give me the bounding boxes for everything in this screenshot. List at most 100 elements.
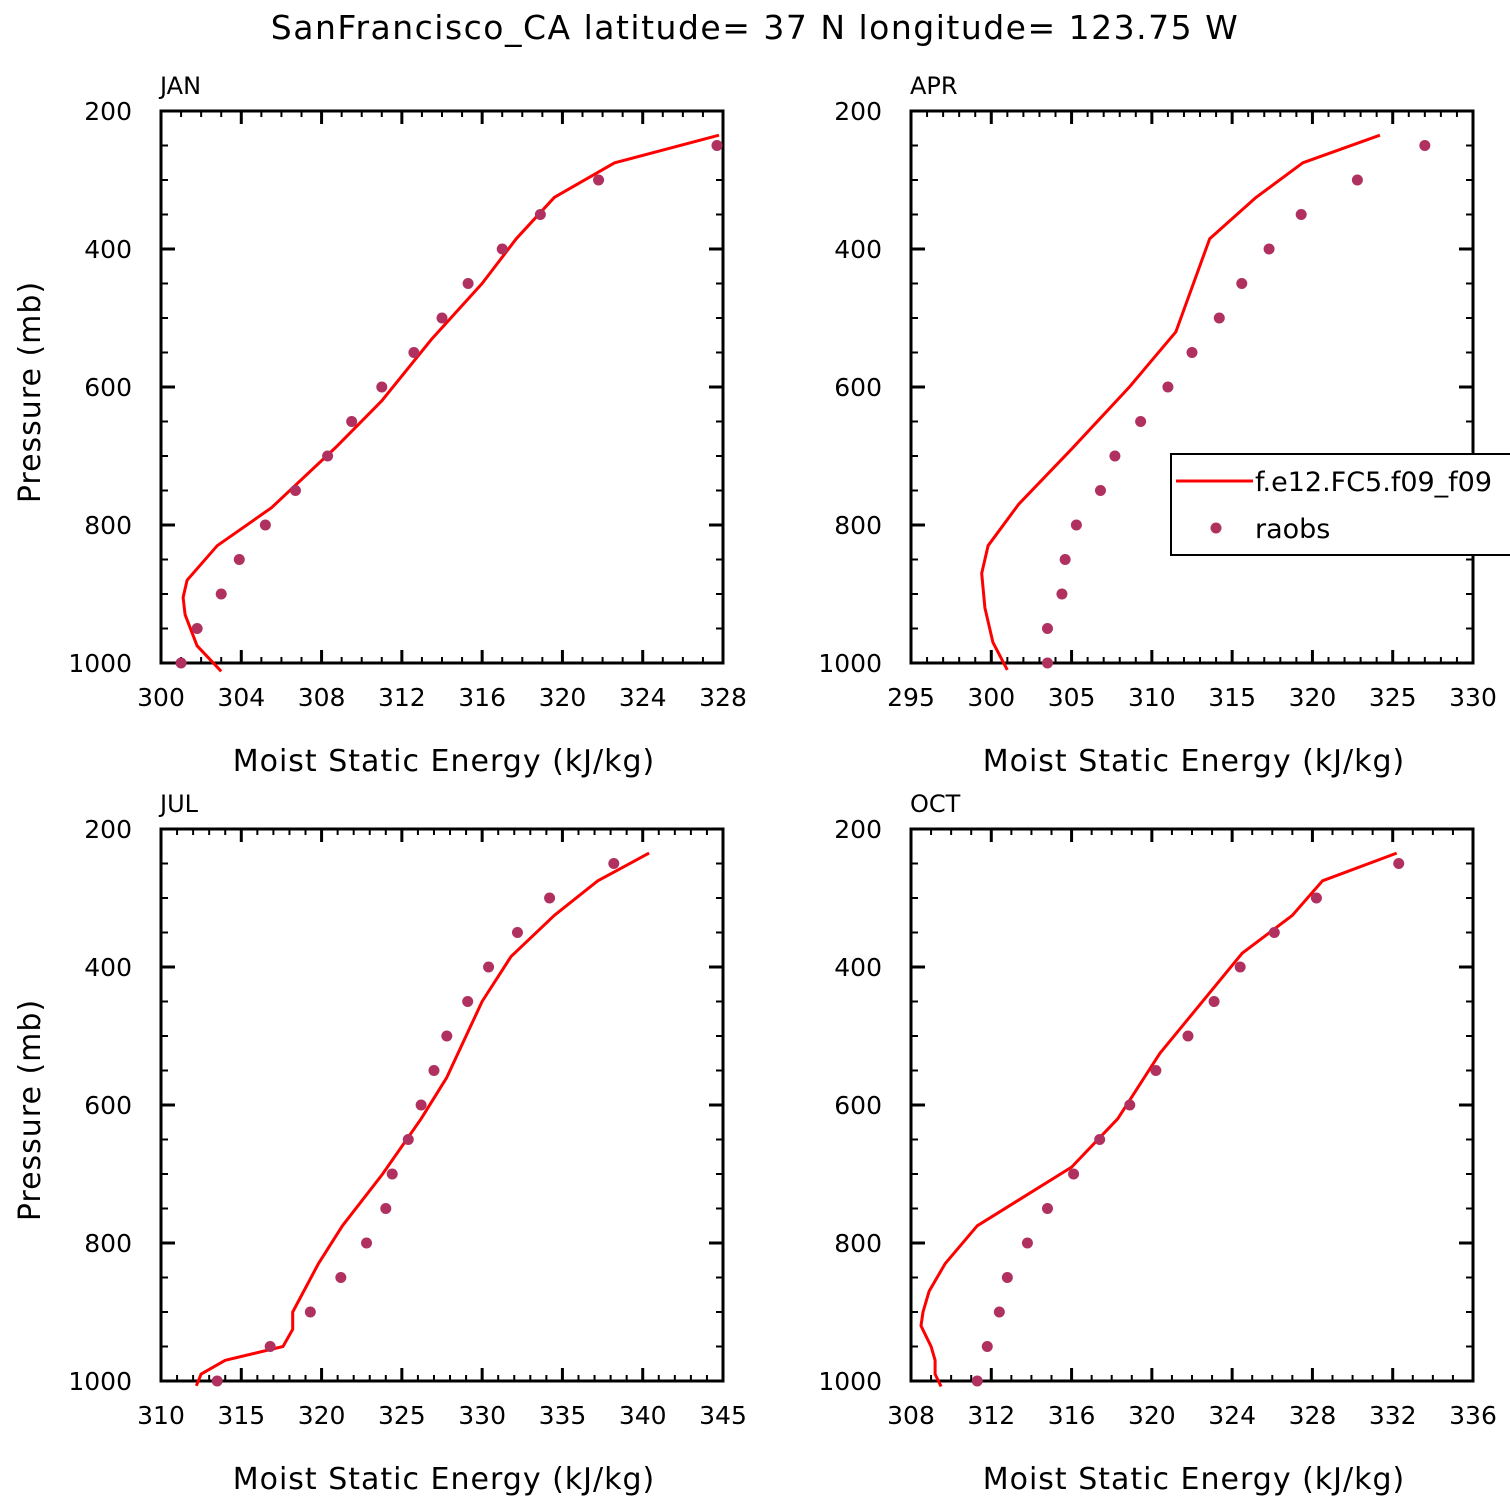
y-tick-label: 200: [834, 97, 882, 126]
x-tick-label: 336: [1449, 1401, 1497, 1430]
raobs-point: [1236, 278, 1248, 289]
raobs-point: [511, 927, 523, 938]
panel-label: APR: [910, 72, 958, 100]
x-tick-label: 304: [217, 683, 265, 712]
raobs-point: [361, 1237, 373, 1249]
raobs-point: [259, 519, 271, 531]
raobs-point: [1094, 1134, 1106, 1145]
legend-obs-label: raobs: [1255, 514, 1330, 545]
y-tick-label: 600: [834, 1091, 882, 1120]
raobs-point: [1208, 996, 1220, 1007]
figure-title: SanFrancisco_CA latitude= 37 N longitude…: [270, 8, 1240, 47]
raobs-point: [1213, 312, 1225, 324]
x-tick-label: 320: [539, 683, 587, 712]
x-tick-label: 332: [1369, 1401, 1417, 1430]
raobs-point: [1234, 961, 1246, 973]
y-tick-label: 1000: [818, 649, 882, 678]
raobs-point: [1041, 657, 1053, 669]
legend-box: [1170, 453, 1510, 556]
x-tick-label: 320: [298, 1401, 346, 1430]
raobs-point: [376, 381, 388, 393]
x-tick-label: 305: [1048, 683, 1096, 712]
raobs-point: [191, 623, 203, 634]
y-tick-label: 200: [84, 97, 132, 126]
x-tick-label: 324: [1208, 1401, 1256, 1430]
x-tick-label: 320: [1128, 1401, 1176, 1430]
raobs-point: [483, 961, 495, 973]
raobs-point: [175, 657, 187, 669]
model-series-line: [919, 851, 1398, 1388]
x-tick-label: 340: [619, 1401, 667, 1430]
y-tick-label: 800: [84, 1229, 132, 1258]
model-series-line: [194, 851, 650, 1387]
x-tick-label: 312: [967, 1401, 1015, 1430]
raobs-point: [346, 416, 358, 427]
raobs-point: [380, 1203, 392, 1214]
raobs-point: [1041, 623, 1053, 634]
x-tick-label: 324: [619, 683, 667, 712]
raobs-point: [1310, 892, 1322, 904]
x-tick-label: 335: [539, 1401, 587, 1430]
x-tick-label: 328: [699, 683, 747, 712]
raobs-point: [971, 1375, 983, 1387]
x-tick-label: 300: [137, 683, 185, 712]
raobs-point: [1041, 1203, 1053, 1214]
raobs-point: [981, 1341, 993, 1352]
raobs-point: [1094, 485, 1106, 496]
y-tick-label: 400: [834, 953, 882, 982]
x-tick-label: 316: [1048, 1401, 1096, 1430]
x-tick-label: 325: [378, 1401, 426, 1430]
raobs-point: [428, 1065, 440, 1076]
x-tick-label: 316: [458, 683, 506, 712]
raobs-point: [415, 1099, 427, 1111]
raobs-point: [1059, 554, 1071, 565]
raobs-point: [233, 554, 245, 565]
raobs-point: [289, 485, 301, 496]
x-tick-label: 300: [967, 683, 1015, 712]
x-tick-label: 295: [887, 683, 935, 712]
raobs-point: [1186, 347, 1198, 358]
raobs-point: [1109, 450, 1121, 462]
raobs-point: [1182, 1030, 1194, 1042]
raobs-point: [1263, 243, 1275, 255]
x-tick-label: 325: [1369, 683, 1417, 712]
raobs-point: [1135, 416, 1147, 427]
x-tick-label: 315: [1208, 683, 1256, 712]
model-series-line: [181, 133, 720, 673]
x-tick-label: 320: [1289, 683, 1337, 712]
y-tick-label: 1000: [818, 1367, 882, 1396]
raobs-point: [264, 1341, 276, 1352]
x-tick-label: 308: [887, 1401, 935, 1430]
raobs-point: [441, 1030, 453, 1042]
raobs-point: [1393, 858, 1405, 869]
x-tick-label: 330: [1449, 683, 1497, 712]
y-tick-label: 400: [834, 235, 882, 264]
raobs-point: [1162, 381, 1174, 393]
x-tick-label: 312: [378, 683, 426, 712]
y-axis-title: Pressure (mb): [13, 999, 48, 1221]
x-tick-label: 310: [137, 1401, 185, 1430]
plot-frame: [159, 109, 725, 665]
raobs-point: [1001, 1272, 1013, 1283]
raobs-point: [436, 312, 448, 324]
raobs-point: [608, 858, 620, 869]
raobs-point: [1268, 927, 1280, 938]
panel-jul: JUL 310 315 320 325 330 335 340 345 200 400 600 800 1…: [13, 790, 747, 1497]
raobs-point: [462, 996, 474, 1007]
y-tick-label: 400: [84, 235, 132, 264]
x-axis-title: Moist Static Energy (kJ/kg): [983, 744, 1406, 779]
raobs-point: [496, 243, 508, 255]
x-axis-title: Moist Static Energy (kJ/kg): [233, 1462, 656, 1497]
raobs-point: [462, 278, 474, 289]
y-tick-label: 600: [834, 373, 882, 402]
y-tick-label: 600: [84, 1091, 132, 1120]
panel-label: JUL: [158, 790, 199, 818]
raobs-point: [408, 347, 420, 358]
panel-label: JAN: [158, 72, 201, 100]
panel-apr: APR 295 300 305 310 315 320 325 330 200 400 600 800 1…: [818, 72, 1510, 779]
y-tick-label: 1000: [68, 649, 132, 678]
y-tick-label: 800: [84, 511, 132, 540]
raobs-point: [335, 1272, 347, 1283]
